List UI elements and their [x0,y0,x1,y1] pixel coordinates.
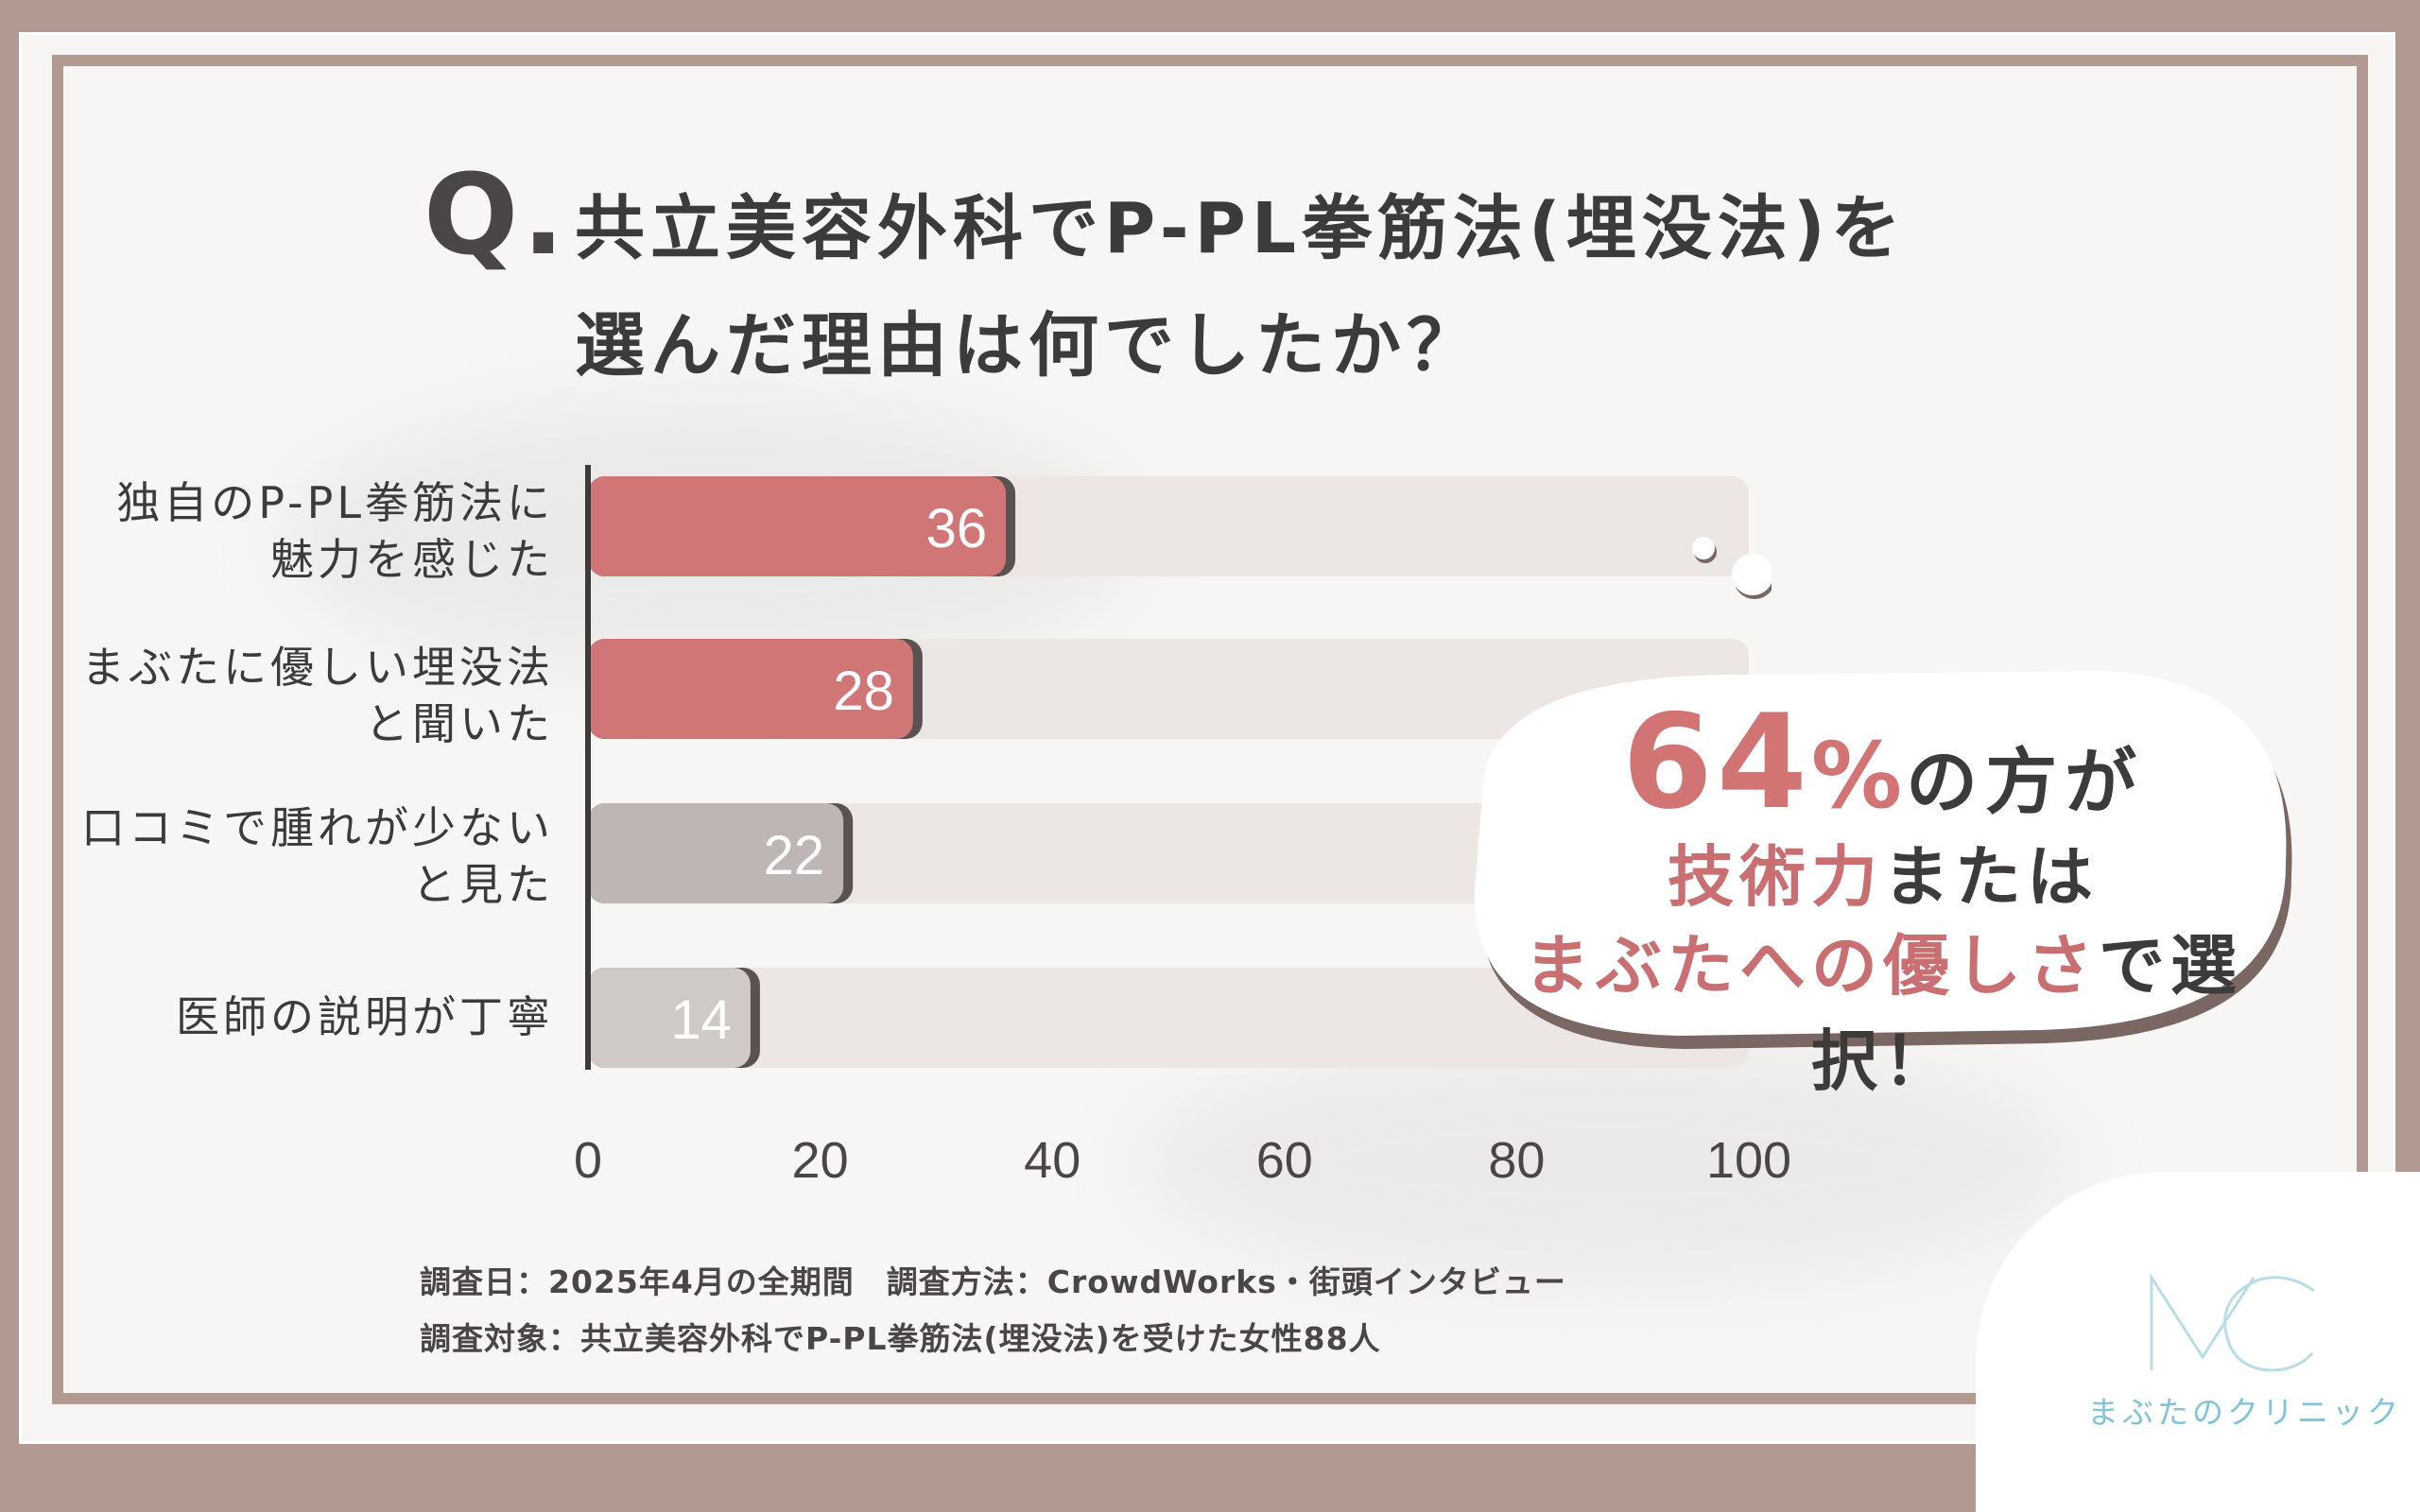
bar-track [588,968,1749,1068]
question-title-line1: 共立美容外科でP-PL拳筋法(埋没法)を [575,188,1907,269]
callout-percent: 64 [1621,686,1811,838]
background-shadow [1134,1040,2080,1285]
callout-line3: まぶたへの優しさで選択！ [1463,913,2303,1104]
mc-logo-icon [2150,1272,2315,1372]
callout-suffix: の方が [1906,740,2145,824]
bar-value-label: 14 [670,989,732,1051]
category-label-4: 医師の説明が丁寧 [176,991,554,1042]
bar-value-label: 22 [764,825,825,886]
x-tick-label: 40 [1024,1132,1080,1189]
bar [588,476,1007,576]
bars: 36 28 22 14 [588,476,1016,1068]
callout-percent-sign: % [1810,723,1907,829]
bar-chart: 36 28 22 14 0 20 40 60 80 100 [574,465,1791,1189]
clinic-brand-text: まぶたのクリニック [2087,1394,2402,1431]
callout-skill: 技術力 [1668,838,1883,916]
category-label-2: まぶたに優しい埋没法 と聞いた [81,642,554,749]
question-mark-label: Q. [424,149,569,280]
x-tick-label: 0 [574,1132,602,1189]
logo-background [1976,1172,2420,1512]
survey-date-method: 調査日：2025年4月の全期間 調査方法：CrowdWorks・街頭インタビュー [420,1263,1566,1300]
callout-or: または [1883,838,2099,916]
bar [588,968,751,1068]
bar [588,639,913,739]
bar-value-label: 36 [926,498,988,559]
callout-line2: 技術力または [1463,824,2303,919]
survey-target: 調査対象：共立美容外科でP-PL拳筋法(埋没法)を受けた女性88人 [420,1320,1381,1357]
category-label-3: 口コミで腫れが少ない と見た [81,802,554,910]
x-tick-labels: 0 20 40 60 80 100 [574,1132,1791,1189]
thought-bubble-dots [1692,537,1772,599]
bar-value-label: 28 [833,661,894,722]
x-tick-label: 100 [1706,1132,1791,1189]
callout-bubble [1474,671,2292,1049]
callout-line1: 64%の方が [1463,686,2303,838]
bar [588,803,844,903]
x-tick-label: 60 [1256,1132,1313,1189]
callout-gentleness: まぶたへの優しさ [1524,927,2099,1005]
question-title: 共立美容外科でP-PL拳筋法(埋没法)を 選んだ理由は何でしたか？ [575,170,1907,404]
callout-selected: で選択！ [1811,927,2242,1100]
question-title-line2: 選んだ理由は何でしたか？ [575,305,1482,387]
category-label-1: 独自のP-PL拳筋法に 魅力を感じた [116,477,554,585]
x-tick-label: 20 [792,1132,849,1189]
x-tick-label: 80 [1488,1132,1545,1189]
bar-track [588,803,1749,903]
